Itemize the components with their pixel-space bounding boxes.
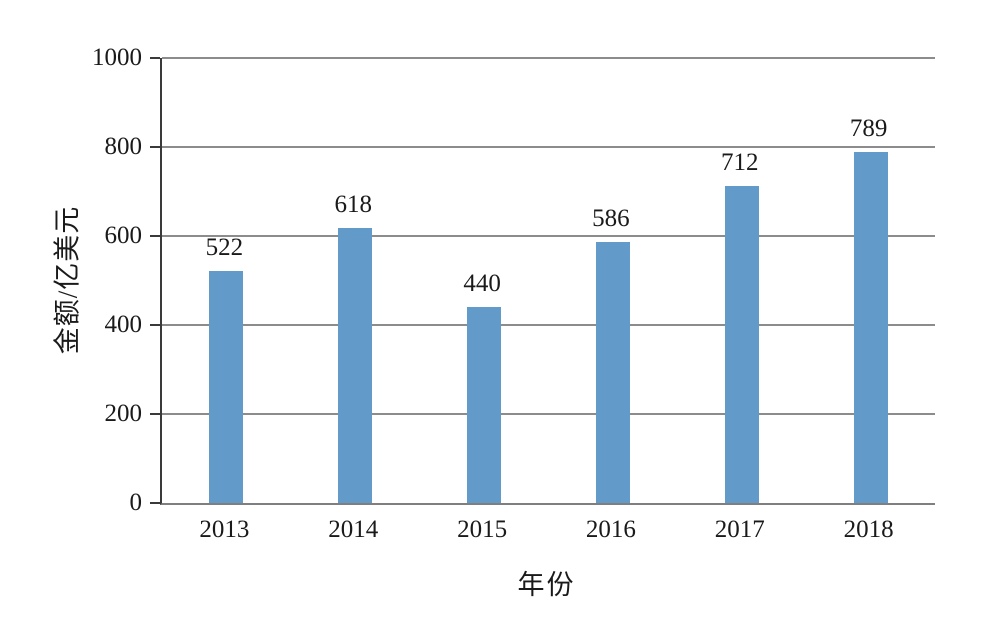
y-tick-label-400: 400 bbox=[104, 311, 143, 338]
y-tick-label-600: 600 bbox=[104, 222, 143, 249]
gridline-200 bbox=[162, 413, 935, 415]
y-tick-mark-400 bbox=[150, 324, 160, 326]
bar-2015 bbox=[467, 307, 502, 503]
y-tick-mark-200 bbox=[150, 413, 160, 415]
x-tick-label-2013: 2013 bbox=[199, 516, 250, 543]
value-label-2017: 712 bbox=[721, 149, 759, 177]
value-label-2018: 789 bbox=[849, 114, 888, 142]
x-axis-title: 年份 bbox=[517, 570, 576, 600]
x-tick-label-2016: 2016 bbox=[585, 516, 636, 543]
y-tick-label-200: 200 bbox=[104, 400, 143, 427]
gridline-600 bbox=[162, 235, 935, 237]
y-tick-mark-600 bbox=[150, 235, 160, 237]
gridline-400 bbox=[162, 324, 935, 326]
bar-2016 bbox=[595, 242, 630, 503]
y-tick-label-800: 800 bbox=[104, 133, 143, 160]
y-tick-mark-800 bbox=[150, 146, 160, 148]
x-tick-label-2014: 2014 bbox=[328, 516, 379, 543]
bar-2013 bbox=[209, 270, 244, 503]
value-label-2013: 522 bbox=[205, 233, 244, 261]
value-label-2016: 586 bbox=[592, 205, 630, 233]
y-tick-mark-1000 bbox=[150, 57, 160, 59]
bar-2018 bbox=[853, 151, 888, 503]
plot-area bbox=[160, 57, 935, 505]
bar-2014 bbox=[338, 227, 373, 503]
x-tick-label-2017: 2017 bbox=[714, 516, 765, 543]
gridline-1000 bbox=[162, 57, 935, 59]
y-tick-label-1000: 1000 bbox=[92, 44, 142, 71]
y-tick-label-0: 0 bbox=[129, 489, 143, 516]
value-label-2015: 440 bbox=[463, 270, 501, 298]
value-label-2014: 618 bbox=[334, 190, 373, 218]
bar-2017 bbox=[724, 186, 759, 503]
x-tick-label-2018: 2018 bbox=[843, 516, 894, 543]
gridline-800 bbox=[162, 146, 935, 148]
y-tick-mark-0 bbox=[150, 502, 160, 504]
x-tick-label-2015: 2015 bbox=[457, 516, 508, 543]
